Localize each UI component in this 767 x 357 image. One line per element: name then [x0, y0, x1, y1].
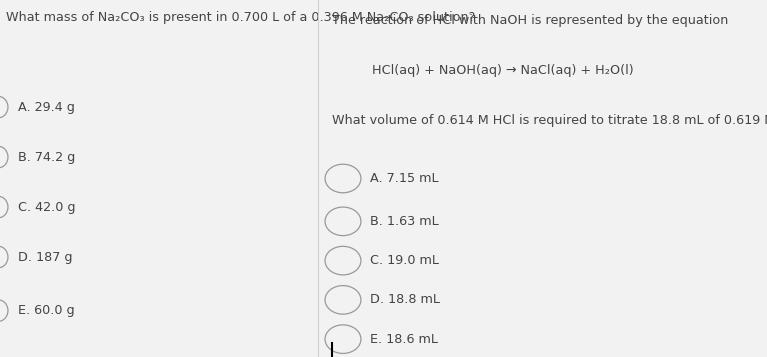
Text: E. 60.0 g: E. 60.0 g — [18, 304, 74, 317]
Text: The reaction of HCl with NaOH is represented by the equation: The reaction of HCl with NaOH is represe… — [332, 14, 728, 27]
Text: A. 29.4 g: A. 29.4 g — [18, 101, 74, 114]
Text: C. 42.0 g: C. 42.0 g — [18, 201, 75, 213]
Text: D. 187 g: D. 187 g — [18, 251, 72, 263]
Text: C. 19.0 mL: C. 19.0 mL — [370, 254, 439, 267]
Text: D. 18.8 mL: D. 18.8 mL — [370, 293, 439, 306]
Text: B. 74.2 g: B. 74.2 g — [18, 151, 74, 164]
Text: E. 18.6 mL: E. 18.6 mL — [370, 333, 438, 346]
Text: What mass of Na₂CO₃ is present in 0.700 L of a 0.396 M Na₂CO₃ solution?: What mass of Na₂CO₃ is present in 0.700 … — [6, 11, 476, 24]
Text: A. 7.15 mL: A. 7.15 mL — [370, 172, 439, 185]
Text: What volume of 0.614 M HCl is required to titrate 18.8 mL of 0.619 M NaOH?: What volume of 0.614 M HCl is required t… — [332, 114, 767, 127]
Text: B. 1.63 mL: B. 1.63 mL — [370, 215, 439, 228]
Text: HCl(aq) + NaOH(aq) → NaCl(aq) + H₂O(l): HCl(aq) + NaOH(aq) → NaCl(aq) + H₂O(l) — [372, 64, 634, 77]
